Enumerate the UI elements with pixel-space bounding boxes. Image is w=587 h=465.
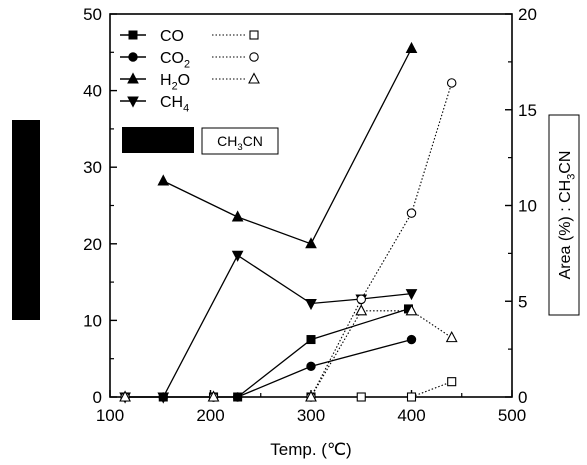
series-line [125, 254, 412, 398]
data-point [355, 304, 368, 316]
data-point [405, 304, 418, 316]
solvent-label-c2h5oh: C2H5OH [132, 132, 184, 152]
y-left-tick-label: 0 [93, 388, 102, 407]
legend-marker [249, 52, 259, 62]
legend-label: CO2 [160, 50, 190, 70]
y-right-label-box [548, 114, 580, 316]
y-left-axis-label: Area (%) : C2H5OH [19, 152, 39, 288]
data-point [447, 377, 457, 387]
data-point [305, 299, 317, 311]
data-point [207, 390, 220, 402]
y-left-tick-label: 30 [83, 158, 102, 177]
x-tick-label: 300 [297, 406, 325, 425]
data-point [445, 330, 458, 343]
data-point [356, 392, 366, 402]
legend-marker [128, 52, 138, 62]
x-axis-label: Temp. (℃) [270, 440, 351, 459]
y-left-tick-label: 20 [83, 235, 102, 254]
legend-marker [128, 30, 138, 40]
series-line [163, 48, 413, 245]
y-right-axis-label: Area (%) : CH3CN [557, 151, 577, 280]
y-left-tick-label: 40 [83, 82, 102, 101]
legend-label: CO [160, 28, 184, 45]
data-point [157, 392, 170, 404]
y-right-tick-label: 5 [518, 292, 527, 311]
legend-marker [127, 96, 139, 108]
legend-marker [127, 72, 139, 84]
legend-marker [248, 72, 260, 84]
data-point [405, 41, 418, 53]
x-tick-label: 400 [397, 406, 425, 425]
data-point [305, 390, 317, 402]
data-point [231, 250, 244, 262]
series-line [125, 381, 452, 398]
legend-label: H2O [160, 72, 190, 92]
data-point [356, 294, 366, 305]
y-left-label-box [12, 120, 40, 320]
series-markers [119, 41, 458, 404]
data-point [406, 208, 417, 218]
y-right-tick-label: 20 [518, 5, 537, 24]
data-point [306, 335, 316, 345]
data-point [305, 237, 317, 249]
series-lines [125, 48, 453, 398]
x-tick-label: 200 [196, 406, 224, 425]
y-right-tick-label: 15 [518, 101, 537, 120]
y-left-tick-label: 50 [83, 5, 102, 24]
axis-labels: Temp. (℃) Area (%) : C2H5OH Area (%) : CH3… [12, 114, 580, 459]
series-line [125, 308, 409, 398]
solvent-label-ch3cn-box [201, 127, 279, 155]
data-point [306, 361, 316, 372]
x-tick-label: 100 [96, 406, 124, 425]
x-tick-label: 500 [498, 406, 526, 425]
y-right-tick-label: 0 [518, 388, 527, 407]
data-point [446, 78, 457, 88]
data-point [406, 334, 417, 345]
solvent-label-ch3cn: CH3CN [217, 133, 263, 153]
legend-label: CH4 [160, 94, 189, 114]
solvent-label-c2h5oh-box [122, 127, 194, 153]
legend-marker [249, 30, 259, 40]
data-point [157, 174, 170, 186]
series-line [125, 310, 453, 398]
data-point [405, 289, 418, 301]
data-point [406, 392, 417, 402]
data-point [231, 210, 244, 222]
y-left-tick-label: 10 [83, 311, 102, 330]
y-right-tick-label: 10 [518, 197, 537, 216]
data-point [119, 390, 131, 402]
data-point [232, 392, 243, 402]
